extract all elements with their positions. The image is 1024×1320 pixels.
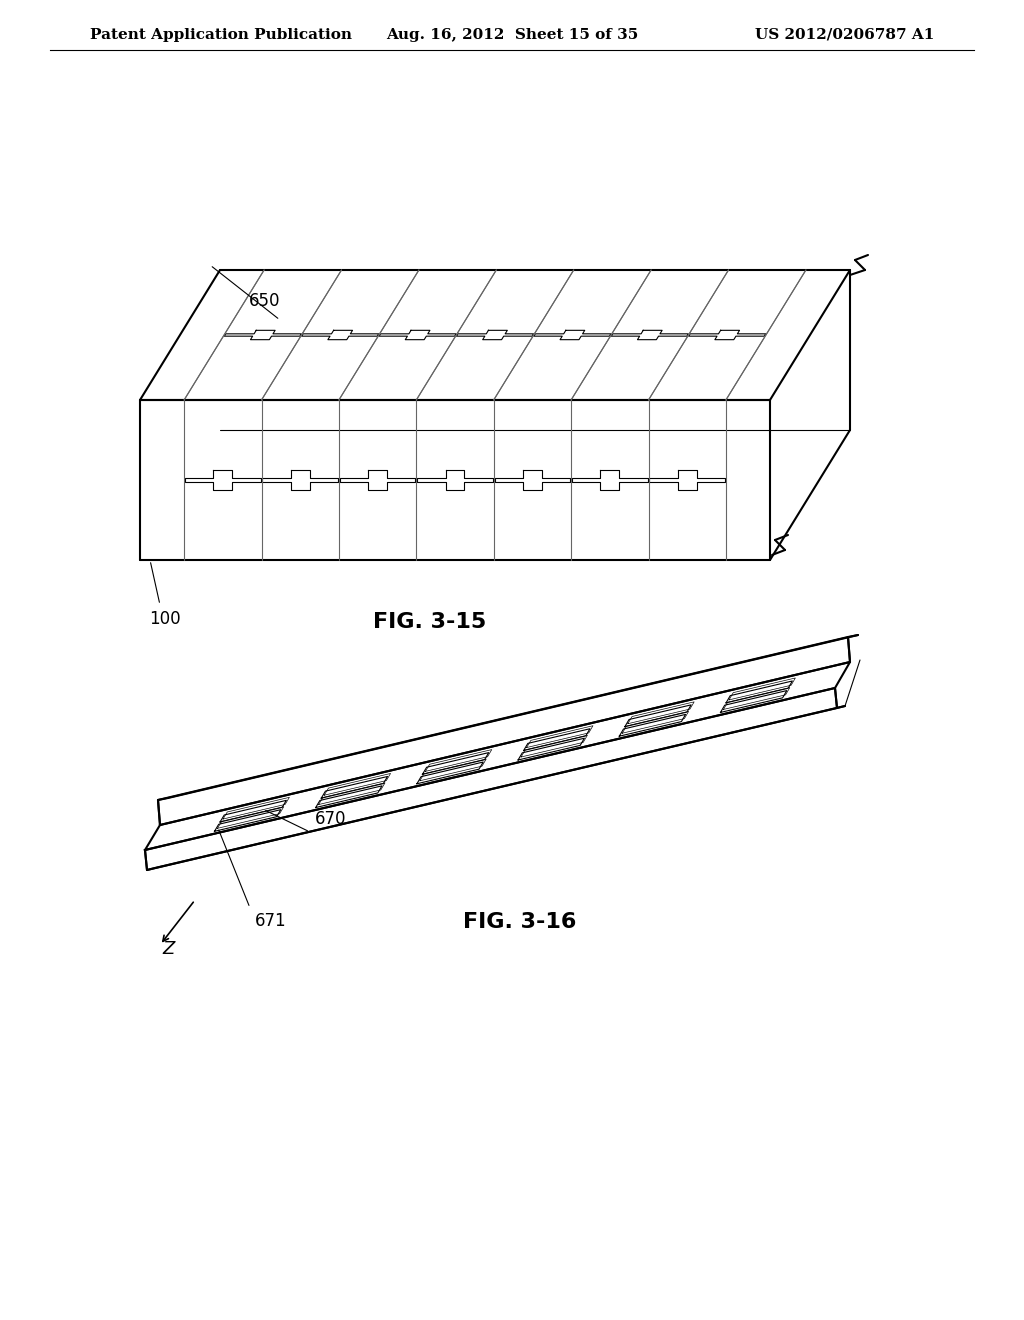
Text: 650: 650	[249, 292, 281, 310]
Text: 671: 671	[255, 912, 287, 931]
Text: Aug. 16, 2012  Sheet 15 of 35: Aug. 16, 2012 Sheet 15 of 35	[386, 28, 638, 42]
Text: 100: 100	[150, 610, 181, 628]
Text: Patent Application Publication: Patent Application Publication	[90, 28, 352, 42]
Text: US 2012/0206787 A1: US 2012/0206787 A1	[755, 28, 934, 42]
Text: 670: 670	[315, 810, 346, 828]
Text: Z: Z	[163, 940, 175, 958]
Text: FIG. 3-15: FIG. 3-15	[374, 612, 486, 632]
Text: FIG. 3-16: FIG. 3-16	[463, 912, 577, 932]
